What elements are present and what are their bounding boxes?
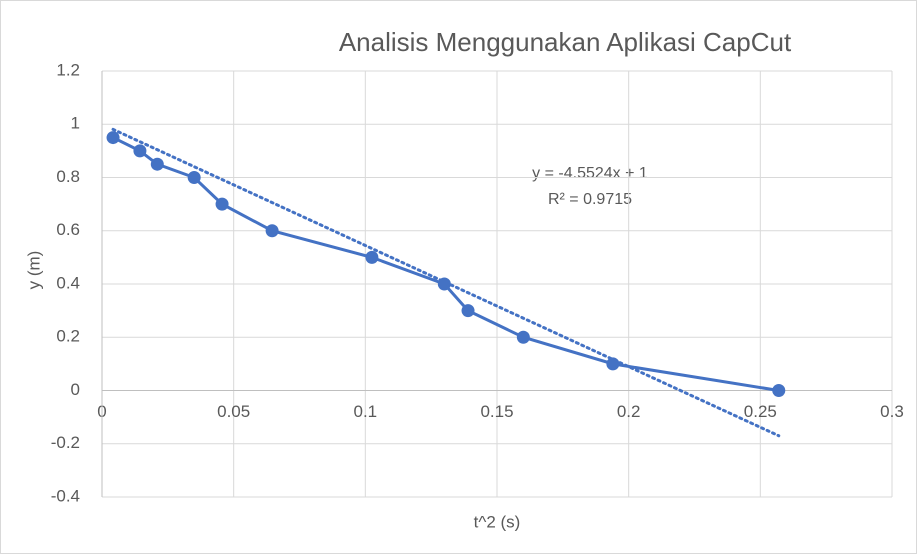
x-tick-label: 0.05	[217, 402, 250, 421]
y-tick-label: 0.8	[56, 167, 80, 186]
data-point	[365, 250, 379, 264]
x-tick-label: 0.3	[880, 402, 904, 421]
data-point	[606, 357, 620, 371]
y-tick-label: -0.4	[51, 486, 80, 505]
data-point	[772, 384, 786, 397]
data-point	[150, 157, 164, 171]
data-point	[461, 304, 475, 318]
x-tick-label: 0.25	[744, 402, 777, 421]
chart-title: Analisis Menggunakan Aplikasi CapCut	[339, 27, 792, 57]
data-point	[265, 224, 279, 238]
y-axis-label: y (m)	[24, 251, 43, 290]
trendline-equation: y = -4.5524x + 1	[532, 165, 648, 182]
y-tick-label: 0	[71, 380, 80, 399]
x-tick-label: 0.2	[617, 402, 641, 421]
x-axis-label: t^2 (s)	[474, 512, 521, 531]
data-point	[187, 171, 201, 184]
data-point	[106, 131, 120, 145]
y-tick-label: 1	[71, 114, 80, 133]
y-tick-label: 0.2	[56, 327, 80, 346]
x-tick-label: 0.1	[354, 402, 378, 421]
trendline-r2: R² = 0.9715	[548, 191, 632, 208]
data-point	[516, 330, 530, 344]
y-tick-label: 1.2	[56, 60, 80, 79]
data-point	[215, 197, 229, 211]
y-tick-label: 0.4	[56, 273, 80, 292]
y-tick-label: -0.2	[51, 433, 80, 452]
y-tick-label: 0.6	[56, 220, 80, 239]
x-tick-label: 0.15	[480, 402, 513, 421]
data-point	[437, 277, 451, 291]
data-point	[133, 144, 147, 158]
